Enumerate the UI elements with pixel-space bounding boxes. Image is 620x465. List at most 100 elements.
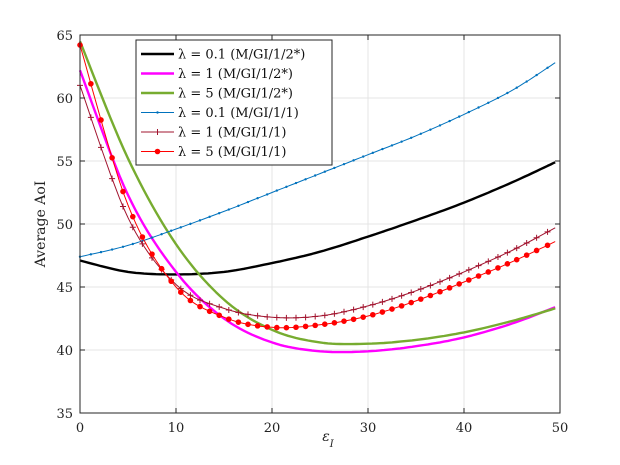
legend-marker-4	[156, 111, 159, 114]
series-marker-5	[485, 258, 492, 265]
series-marker-5	[389, 295, 395, 302]
series-marker-6	[264, 324, 271, 330]
series-marker-4	[496, 96, 500, 100]
series-marker-4	[487, 101, 490, 105]
series-marker-4	[266, 193, 269, 196]
series-marker-4	[237, 204, 240, 208]
series-marker-4	[275, 189, 278, 192]
series-marker-4	[333, 166, 336, 170]
axis-ticks: 0 10 20 30 40 50 35 40 45 50 55 60 65	[56, 29, 568, 436]
series-marker-6	[360, 314, 367, 320]
series-marker-5	[293, 314, 299, 321]
x-tick-label: 40	[456, 421, 473, 436]
series-marker-5	[312, 313, 319, 320]
series-marker-4	[150, 236, 154, 239]
series-marker-5	[197, 297, 203, 304]
series-marker-4	[218, 212, 221, 215]
series-marker-6	[504, 261, 511, 267]
series-marker-5	[254, 312, 261, 319]
series-marker-4	[179, 226, 182, 229]
legend-label-3: λ = 5 (M/GI/1/2*)	[178, 87, 293, 102]
series-marker-4	[294, 181, 298, 185]
series-marker-4	[477, 106, 480, 109]
series-line-3	[78, 40, 556, 346]
legend-label-2: λ = 1 (M/GI/1/2*)	[178, 67, 293, 82]
series-marker-6	[98, 117, 104, 123]
legend-label-6: λ = 5 (M/GI/1/1)	[178, 145, 286, 160]
series-marker-5	[417, 286, 424, 293]
y-tick-label: 55	[56, 155, 73, 170]
series-marker-4	[458, 115, 461, 118]
series-marker-6	[544, 242, 551, 249]
series-marker-4	[429, 128, 432, 131]
series-marker-6	[130, 213, 136, 220]
series-marker-5	[427, 282, 434, 289]
series-marker-4	[506, 91, 509, 95]
series-marker-6	[120, 188, 126, 195]
series-marker-6	[206, 308, 213, 315]
series-marker-4	[89, 253, 93, 256]
series-marker-4	[208, 215, 211, 219]
legend-marker-6	[154, 148, 161, 155]
series-marker-6	[216, 312, 222, 319]
series-marker-4	[304, 178, 307, 181]
series-marker-6	[302, 323, 309, 330]
series-line-4	[79, 62, 556, 258]
series-marker-6	[254, 323, 261, 329]
series-marker-6	[533, 247, 540, 254]
series-marker-4	[246, 200, 250, 204]
series-marker-6	[293, 324, 299, 331]
x-tick-label: 50	[552, 421, 569, 436]
series-marker-4	[256, 197, 259, 200]
series-marker-6	[456, 281, 463, 287]
series-marker-5	[235, 309, 242, 316]
series-marker-4	[381, 147, 384, 151]
series-marker-5	[446, 274, 453, 281]
y-tick-label: 60	[56, 92, 73, 107]
series-marker-6	[398, 303, 405, 309]
series-marker-4	[419, 132, 422, 135]
series-marker-4	[535, 73, 538, 77]
series-marker-6	[322, 321, 328, 328]
series-marker-4	[160, 233, 163, 236]
series-marker-5	[341, 308, 347, 315]
series-marker-5	[533, 234, 540, 241]
series-marker-5	[206, 300, 213, 307]
y-tick-label: 45	[56, 281, 73, 296]
y-tick-label: 40	[56, 344, 73, 359]
series-marker-4	[467, 110, 471, 114]
series-marker-6	[245, 321, 251, 328]
series-marker-6	[485, 269, 492, 275]
series-line-1	[79, 161, 556, 276]
series-marker-6	[187, 297, 194, 304]
series-marker-5	[408, 289, 415, 296]
series-marker-6	[312, 322, 319, 329]
series-6	[77, 42, 556, 331]
series-marker-5	[245, 311, 251, 318]
series-marker-4	[121, 245, 125, 249]
series-marker-4	[410, 136, 413, 139]
x-tick-label: 20	[264, 421, 281, 436]
series-marker-6	[495, 265, 501, 271]
series-marker-6	[149, 251, 155, 257]
series-marker-4	[99, 250, 103, 254]
y-axis-label: Average AoI	[33, 181, 49, 269]
series-marker-6	[168, 278, 174, 285]
series-marker-6	[446, 285, 453, 291]
series-marker-6	[341, 318, 347, 324]
series-3	[78, 40, 556, 346]
series-marker-5	[513, 245, 520, 252]
series-marker-5	[465, 266, 472, 273]
x-tick-label: 10	[168, 421, 185, 436]
series-marker-5	[437, 278, 443, 285]
series-marker-5	[379, 298, 386, 305]
series-marker-6	[274, 324, 280, 331]
series-marker-4	[362, 155, 365, 158]
series-marker-6	[331, 320, 338, 326]
series-marker-6	[427, 292, 434, 299]
series-marker-5	[87, 114, 94, 121]
x-axis-label: εI	[322, 429, 335, 450]
series-marker-5	[187, 292, 194, 299]
series-marker-4	[525, 80, 528, 83]
